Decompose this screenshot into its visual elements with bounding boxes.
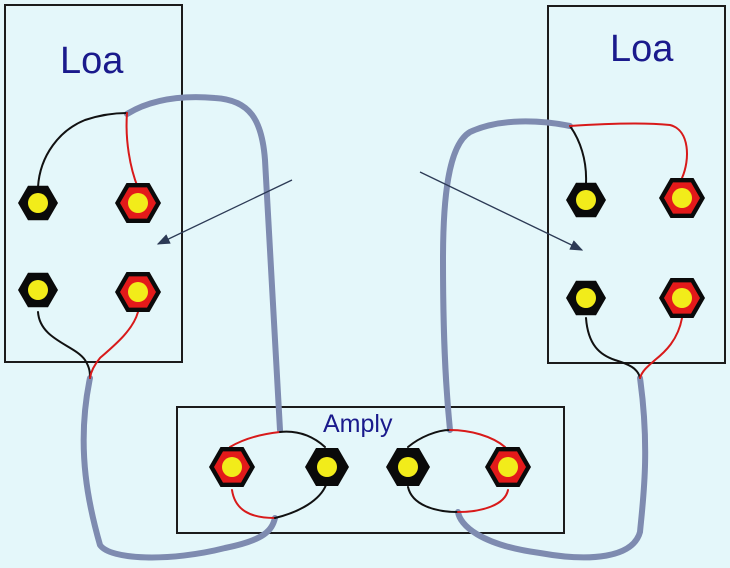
wire-amp-black-right-bottom bbox=[407, 486, 459, 513]
wire-left-top-black bbox=[37, 112, 128, 188]
terminal-right-bottom-red bbox=[659, 278, 705, 318]
wire-amp-black-left-top bbox=[279, 430, 326, 448]
wire-left-top-red bbox=[125, 112, 139, 189]
amplifier-label: Amply bbox=[323, 410, 393, 438]
terminal-right-top-red bbox=[659, 178, 705, 218]
terminal-left-top-black bbox=[18, 185, 58, 221]
arrow-right bbox=[419, 171, 584, 251]
speaker-right-label: Loa bbox=[610, 28, 674, 70]
cable-left-top bbox=[124, 94, 283, 433]
wire-right-top-red bbox=[569, 122, 688, 179]
wire-right-top-black bbox=[569, 125, 588, 184]
wire-amp-red-right-top bbox=[449, 429, 506, 448]
wire-right-bottom-black bbox=[585, 317, 641, 379]
amplifier-box bbox=[176, 406, 565, 534]
terminal-left-bottom-red bbox=[115, 272, 161, 312]
wire-amp-black-right-top bbox=[407, 429, 451, 448]
speaker-right-wires bbox=[569, 122, 688, 379]
terminal-right-bottom-black bbox=[566, 280, 606, 316]
speaker-left-box bbox=[4, 4, 183, 363]
terminal-left-bottom-black bbox=[18, 272, 58, 308]
cable-left-bottom bbox=[80, 375, 278, 561]
terminal-amp-black-right bbox=[386, 448, 430, 486]
terminal-amp-black-left bbox=[305, 448, 349, 486]
wire-left-bottom-black bbox=[37, 311, 91, 379]
wire-left-bottom-red bbox=[89, 311, 139, 379]
wire-amp-red-left-bottom bbox=[231, 489, 276, 519]
cable-right-top bbox=[440, 118, 573, 433]
amplifier-wires bbox=[229, 429, 509, 519]
terminal-right-top-black bbox=[566, 182, 606, 218]
terminal-left-top-red bbox=[115, 183, 161, 223]
speaker-cables bbox=[80, 94, 649, 561]
wire-right-bottom-red bbox=[639, 317, 683, 379]
wire-amp-red-right-bottom bbox=[457, 489, 509, 513]
wire-amp-black-left-bottom bbox=[274, 484, 327, 519]
arrow-left bbox=[156, 179, 293, 245]
terminal-amp-red-right bbox=[485, 447, 531, 487]
cable-right-bottom bbox=[455, 375, 649, 561]
speaker-left-label: Loa bbox=[60, 40, 124, 82]
speaker-left-wires bbox=[37, 112, 139, 379]
wire-amp-red-left-top bbox=[229, 431, 281, 448]
speaker-right-box bbox=[547, 5, 726, 364]
terminal-amp-red-left bbox=[209, 447, 255, 487]
